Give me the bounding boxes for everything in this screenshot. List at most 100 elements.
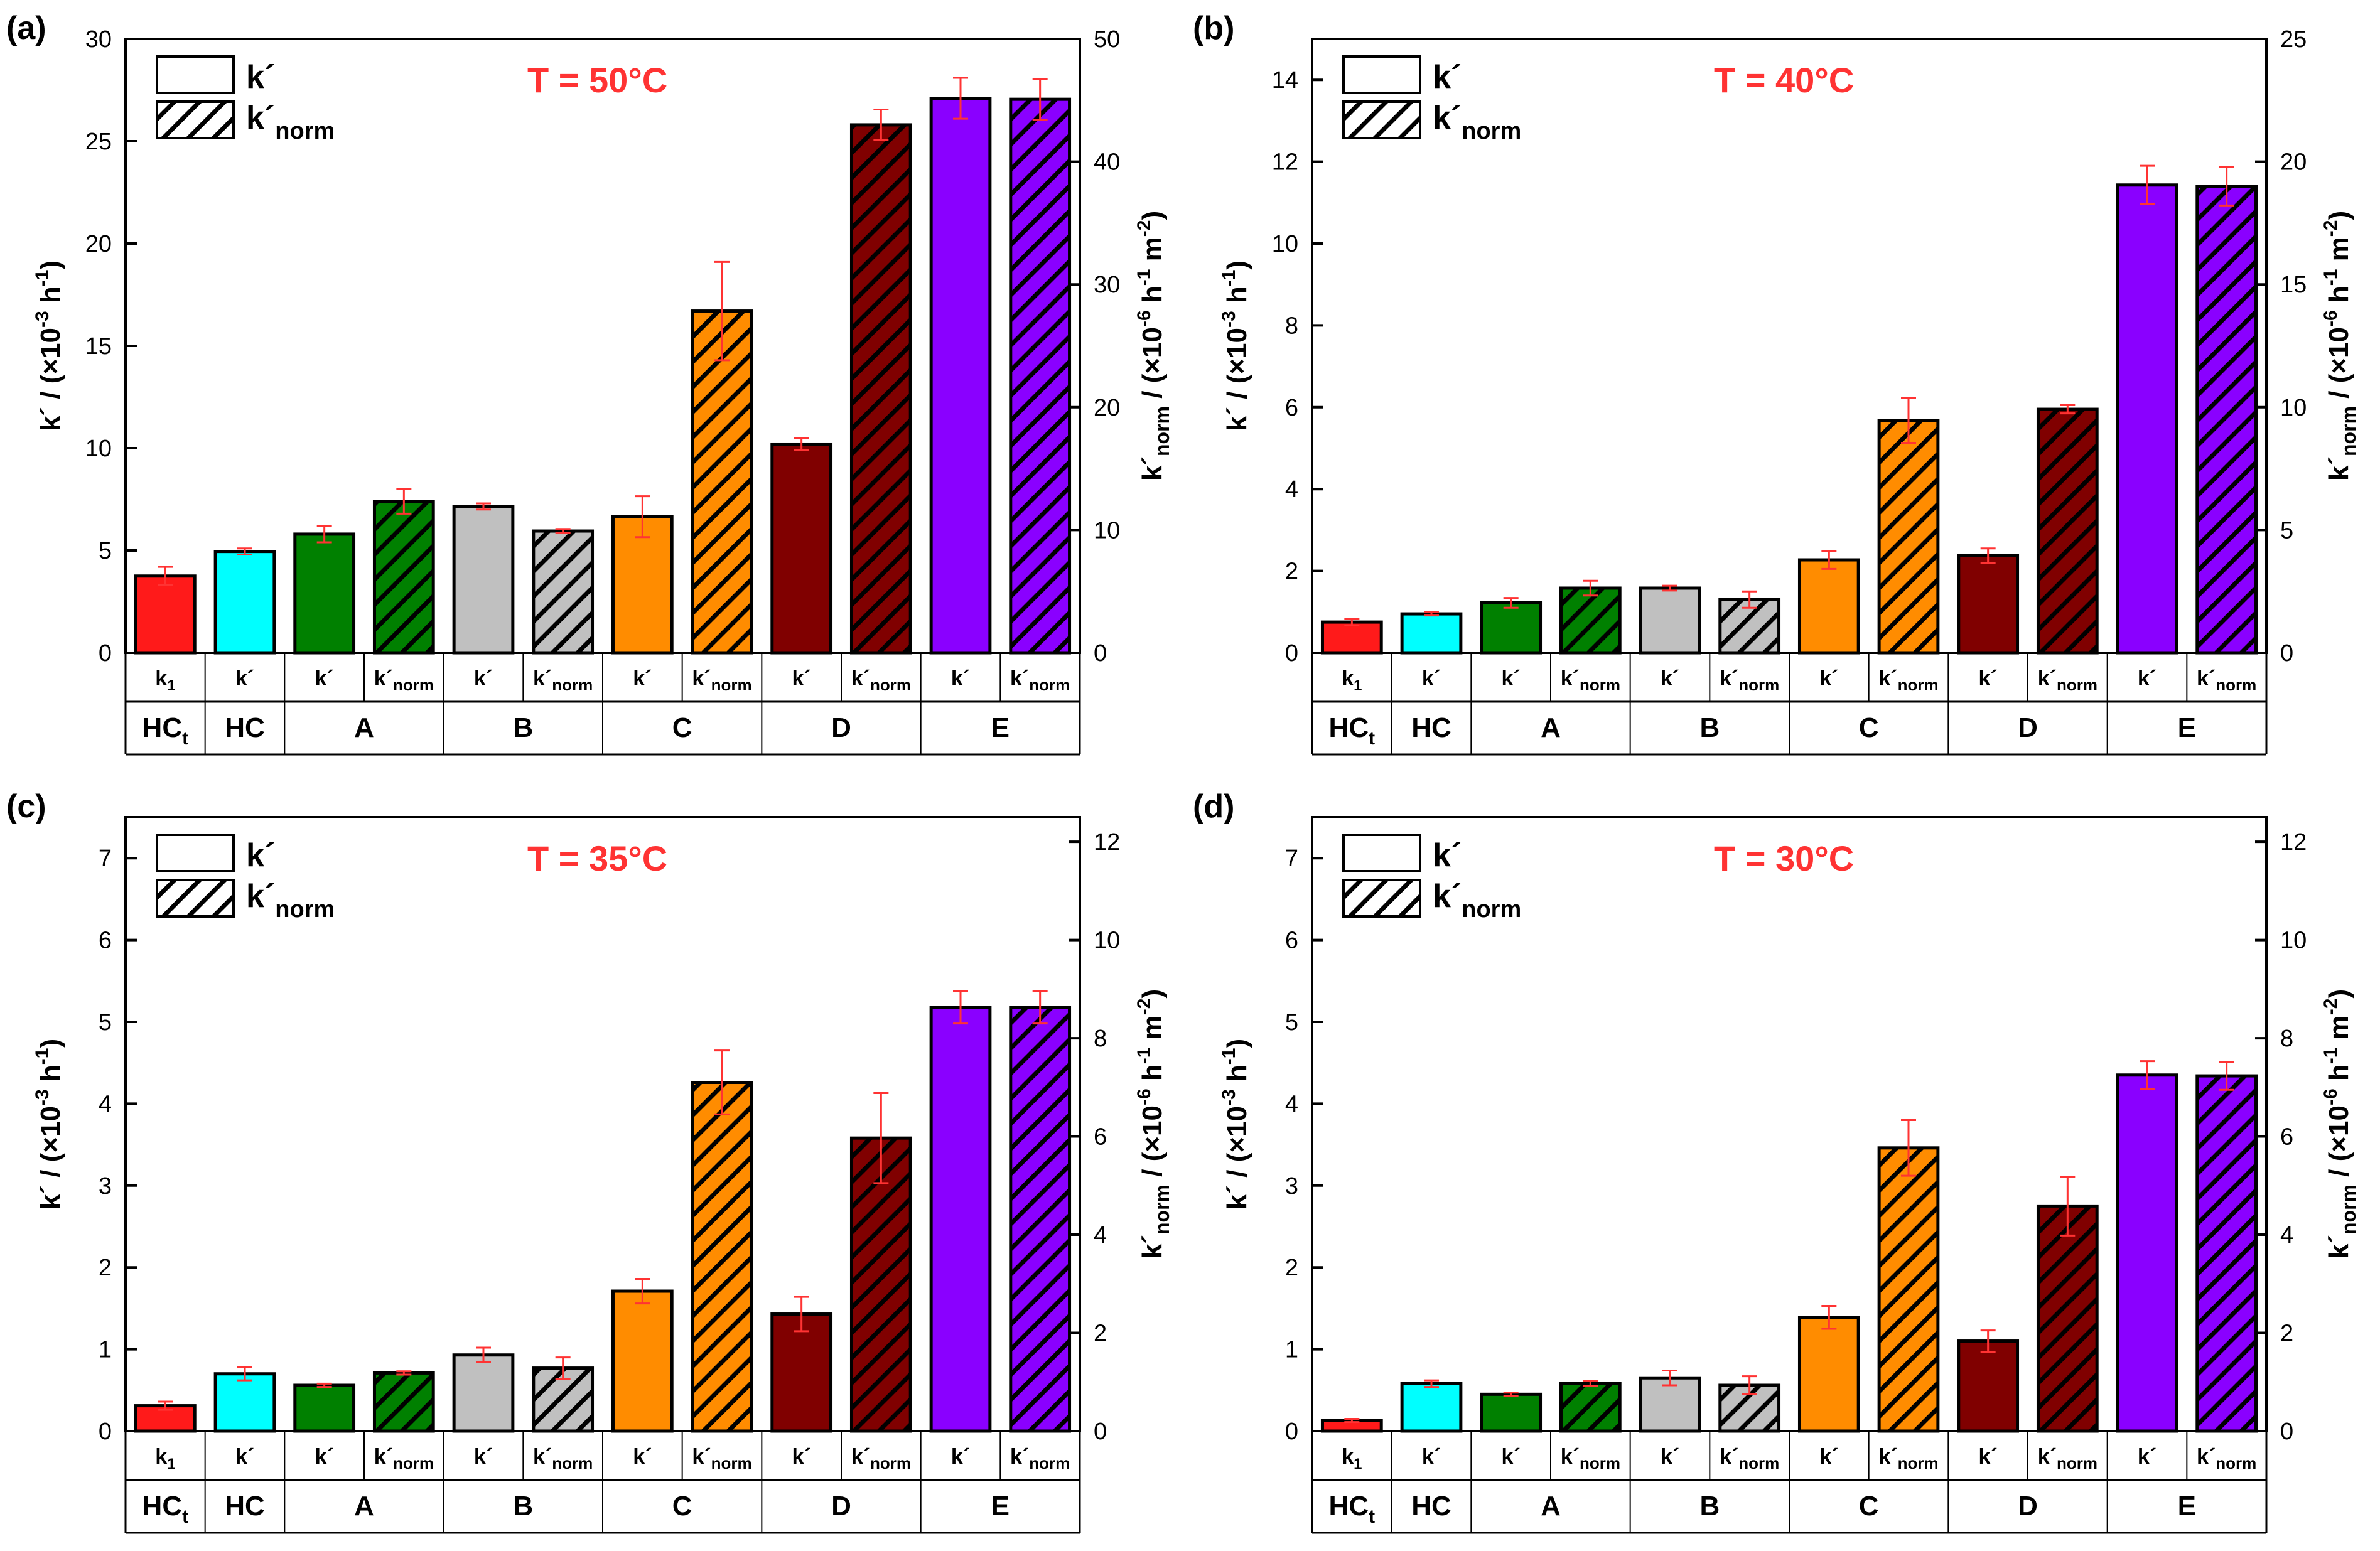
y2-axis-label: k´norm / (×10-6 h-1 m-2) <box>2320 211 2360 481</box>
bar-E-norm <box>1009 989 1072 1433</box>
bar-C-k <box>611 495 674 655</box>
bar-HC-k <box>1400 1379 1463 1433</box>
y-tick-label: 4 <box>99 1091 112 1117</box>
bar-hatch <box>851 1138 911 1431</box>
legend-swatch-k <box>1342 834 1421 872</box>
bar-sublabel: k´ <box>235 1445 254 1469</box>
panel-label: (a) <box>6 10 46 46</box>
y-tick-label: 8 <box>1285 313 1298 339</box>
bar-fill <box>1640 588 1699 653</box>
bar-hatch <box>1561 588 1620 653</box>
bar-sublabel: k´norm <box>851 1445 911 1473</box>
bar-C-norm <box>691 260 753 655</box>
bar-sublabel: k´ <box>951 667 970 690</box>
bar-fill <box>1799 1317 1859 1431</box>
bar-D-norm <box>2036 1175 2099 1433</box>
group-label: HC <box>1411 712 1451 743</box>
y2-tick-label: 10 <box>2280 395 2307 421</box>
bar-hatch <box>2038 409 2097 653</box>
bar-HC-k <box>213 547 276 655</box>
bar-fill <box>294 534 354 653</box>
legend-label-norm: k´norm <box>246 100 335 144</box>
bar-sublabel: k´norm <box>1720 1445 1779 1473</box>
bar-A-k <box>1480 597 1543 655</box>
bar-B-k <box>452 1346 515 1433</box>
y-tick-label: 4 <box>1285 476 1298 503</box>
y-tick-label: 0 <box>1285 1419 1298 1445</box>
bar-hatch <box>2197 186 2256 653</box>
bar-fill <box>1322 622 1382 653</box>
bar-sublabel: k´norm <box>1878 1445 1938 1473</box>
legend: k´ k´norm <box>156 834 335 923</box>
bar-sublabel: k´ <box>235 667 254 690</box>
y-tick-label: 15 <box>85 333 112 360</box>
bar-fill <box>2118 1075 2177 1431</box>
bar-A-norm <box>1559 1380 1622 1433</box>
legend-label-k: k´ <box>1433 59 1462 95</box>
y2-tick-label: 12 <box>2280 829 2307 856</box>
y2-tick-label: 0 <box>1094 640 1107 667</box>
bar-fill <box>136 576 195 653</box>
bar-hatch <box>1561 1383 1620 1431</box>
bar-sublabel: k´norm <box>692 667 751 694</box>
y-tick-label: 10 <box>85 436 112 462</box>
bar-sublabel: k´ <box>1661 1445 1679 1469</box>
y-tick-label: 7 <box>1285 845 1298 872</box>
group-label: HCt <box>143 712 189 749</box>
y-tick-label: 5 <box>99 1009 112 1036</box>
y-tick-label: 7 <box>99 845 112 872</box>
y2-tick-label: 4 <box>2280 1222 2293 1248</box>
group-label: B <box>1699 712 1720 743</box>
legend-swatch-norm <box>156 879 235 918</box>
bar-hatch <box>1879 1147 1938 1431</box>
bar-A-norm <box>372 488 435 655</box>
y-tick-label: 6 <box>99 928 112 954</box>
y2-tick-label: 5 <box>2280 517 2293 544</box>
bar-sublabel: k´ <box>474 1445 493 1469</box>
y-tick-label: 1 <box>1285 1337 1298 1363</box>
group-label: D <box>831 1491 851 1521</box>
bar-B-norm <box>1718 1375 1781 1433</box>
bar-fill <box>454 506 513 653</box>
bar-sublabel: k´ <box>1819 1445 1838 1469</box>
bar-hatch <box>1010 1007 1070 1431</box>
bar-B-norm <box>532 1356 595 1433</box>
y-tick-label: 6 <box>1285 395 1298 421</box>
bar-fill <box>215 1373 274 1431</box>
y-tick-label: 25 <box>85 129 112 155</box>
bar-D-k <box>1957 1329 2020 1433</box>
bar-fill <box>294 1385 354 1431</box>
bar-fill <box>1958 555 2018 653</box>
y-axis-label: k´ / (×10-3 h-1) <box>1219 1039 1252 1210</box>
bar-E-norm <box>1009 78 1072 655</box>
bar-HCt-k <box>134 566 197 655</box>
y-tick-label: 10 <box>1272 231 1298 257</box>
bar-B-norm <box>532 528 595 655</box>
bar-HCt-k <box>1320 1417 1383 1433</box>
legend-label-norm: k´norm <box>1433 100 1521 144</box>
y2-tick-label: 40 <box>1094 149 1120 176</box>
y2-tick-label: 0 <box>2280 640 2293 667</box>
bar-E-k <box>2116 1060 2178 1433</box>
bar-HCt-k <box>134 1400 197 1433</box>
group-label: D <box>2018 712 2038 743</box>
bar-hatch <box>2038 1206 2097 1431</box>
y-tick-label: 20 <box>85 231 112 257</box>
y-tick-label: 0 <box>99 640 112 667</box>
bar-sublabel: k1 <box>1342 667 1362 694</box>
group-label: D <box>2018 1491 2038 1521</box>
group-label: HC <box>1411 1491 1451 1521</box>
bar-B-k <box>1639 584 1701 655</box>
y-axis-label: k´ / (×10-3 h-1) <box>32 260 66 431</box>
group-label: HCt <box>1329 1491 1376 1527</box>
group-label: A <box>354 1491 374 1521</box>
group-label: A <box>1541 1491 1561 1521</box>
group-label: C <box>1859 712 1879 743</box>
bar-sublabel: k´ <box>474 667 493 690</box>
bar-sublabel: k´norm <box>2038 1445 2097 1473</box>
y2-tick-label: 2 <box>1094 1321 1107 1347</box>
group-label: D <box>831 712 851 743</box>
y2-axis-label: k´norm / (×10-6 h-1 m-2) <box>1134 989 1173 1259</box>
y2-tick-label: 10 <box>1094 928 1120 954</box>
bar-E-k <box>929 77 992 655</box>
